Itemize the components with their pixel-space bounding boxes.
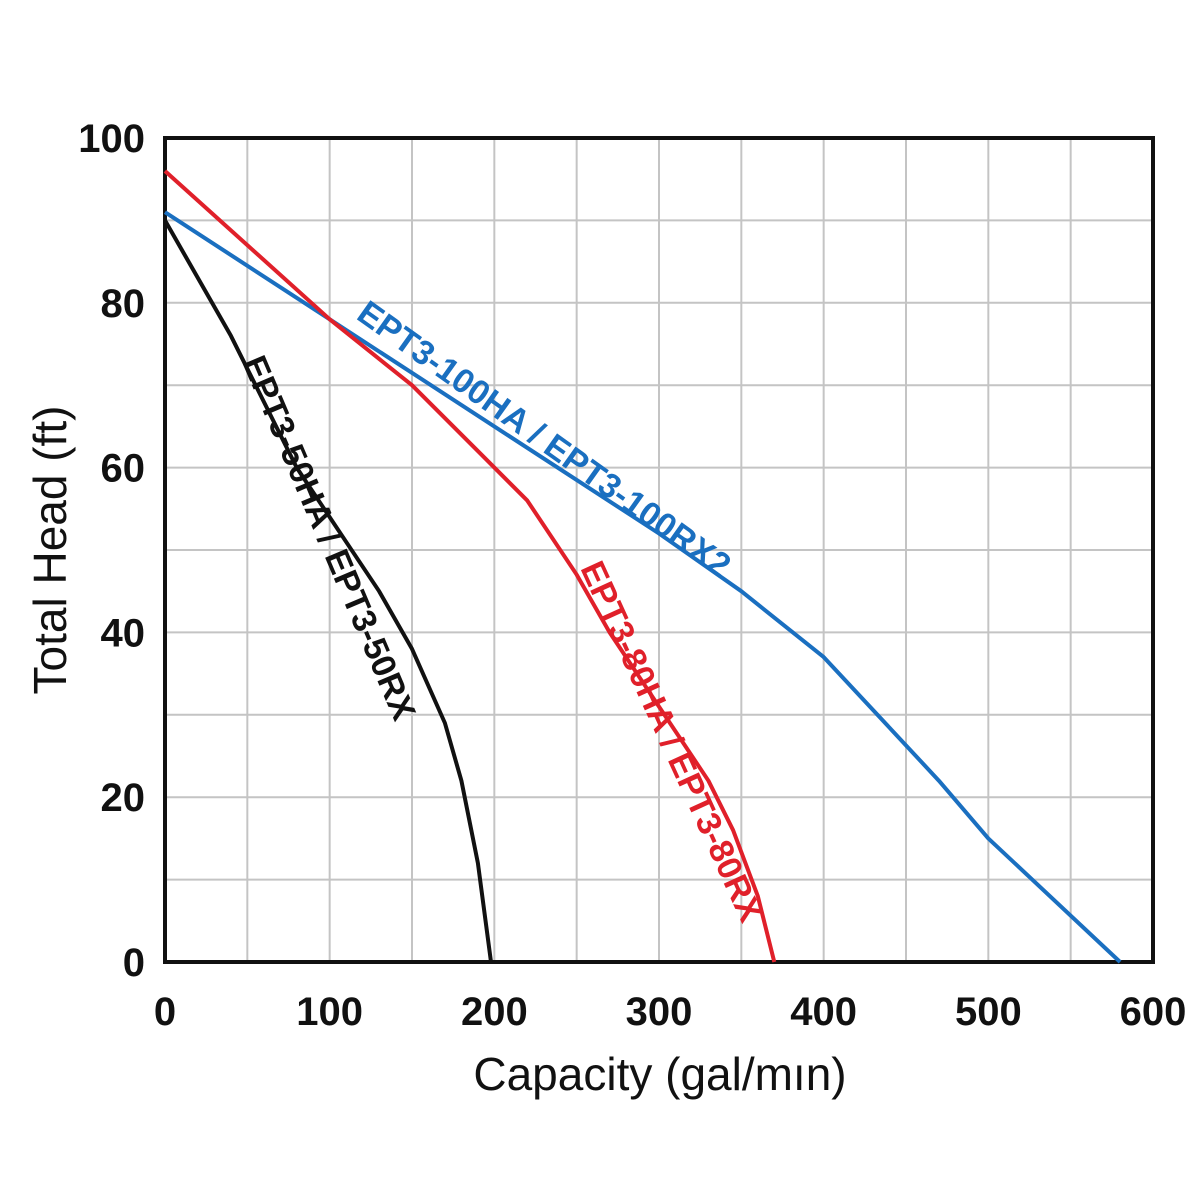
- x-tick-labels: 0 100 200 300 400 500 600: [154, 990, 1187, 1034]
- y-axis-title: Total Head (ft): [24, 406, 76, 695]
- y-tick-label: 60: [101, 447, 146, 491]
- x-tick-label: 400: [790, 990, 857, 1034]
- x-axis-title: Capacity (gal/mın): [473, 1048, 846, 1100]
- y-tick-label: 100: [78, 117, 145, 161]
- x-tick-label: 200: [461, 990, 528, 1034]
- y-tick-label: 0: [123, 941, 145, 985]
- x-tick-label: 100: [296, 990, 363, 1034]
- plot-frame: [163, 136, 1155, 964]
- x-tick-label: 0: [154, 990, 176, 1034]
- y-tick-label: 20: [101, 776, 146, 820]
- y-tick-label: 80: [101, 282, 146, 326]
- label-ept3-100: EPT3-100HA / EPT3-100RX2: [350, 294, 737, 585]
- y-tick-labels: 0 20 40 60 80 100: [78, 117, 145, 985]
- x-tick-label: 600: [1120, 990, 1187, 1034]
- x-tick-label: 500: [955, 990, 1022, 1034]
- curves: [163, 169, 1122, 964]
- x-tick-label: 300: [626, 990, 693, 1034]
- curve-ept3-80: [163, 169, 777, 963]
- curve-ept3-100: [163, 210, 1122, 964]
- label-ept3-80: EPT3-80HA / EPT3-80RX: [573, 556, 770, 929]
- curve-ept3-50: [163, 219, 493, 963]
- grid: [165, 138, 1153, 962]
- y-tick-label: 40: [101, 611, 146, 655]
